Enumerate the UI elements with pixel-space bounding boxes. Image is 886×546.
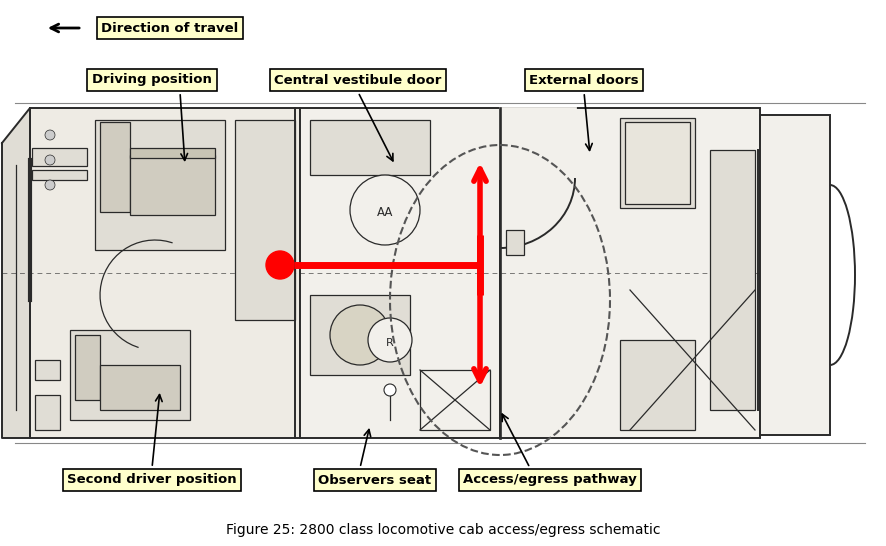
- Text: Figure 25: 2800 class locomotive cab access/egress schematic: Figure 25: 2800 class locomotive cab acc…: [226, 523, 660, 537]
- Bar: [500, 108, 760, 438]
- Bar: [300, 108, 500, 438]
- Bar: [310, 120, 430, 175]
- Bar: [35, 395, 60, 430]
- Bar: [625, 122, 690, 204]
- Text: Second driver position: Second driver position: [67, 473, 237, 486]
- Text: R: R: [386, 338, 394, 348]
- Polygon shape: [2, 108, 30, 438]
- Text: Driving position: Driving position: [92, 74, 212, 86]
- Circle shape: [368, 318, 412, 362]
- Bar: [620, 340, 695, 430]
- Text: External doors: External doors: [529, 74, 639, 86]
- Text: Direction of travel: Direction of travel: [101, 21, 238, 34]
- Circle shape: [330, 305, 390, 365]
- Bar: [760, 115, 830, 435]
- Bar: [75, 335, 100, 400]
- Circle shape: [45, 155, 55, 165]
- Circle shape: [45, 130, 55, 140]
- Bar: [100, 122, 130, 212]
- Bar: [32, 170, 87, 180]
- Bar: [30, 108, 300, 438]
- Circle shape: [266, 251, 294, 279]
- Bar: [420, 370, 490, 430]
- Bar: [235, 120, 295, 320]
- Text: Central vestibule door: Central vestibule door: [275, 74, 442, 86]
- Bar: [620, 118, 695, 208]
- Text: AA: AA: [377, 206, 393, 219]
- Bar: [35, 360, 60, 380]
- Bar: [70, 330, 190, 420]
- Bar: [32, 148, 87, 166]
- Text: Observers seat: Observers seat: [318, 473, 431, 486]
- Bar: [710, 150, 755, 410]
- Bar: [95, 120, 225, 250]
- Bar: [506, 230, 524, 255]
- Bar: [310, 295, 410, 375]
- Bar: [100, 365, 180, 410]
- Bar: [130, 148, 215, 158]
- Text: Access/egress pathway: Access/egress pathway: [463, 473, 637, 486]
- Circle shape: [384, 384, 396, 396]
- Bar: [130, 155, 215, 215]
- Circle shape: [45, 180, 55, 190]
- Circle shape: [350, 175, 420, 245]
